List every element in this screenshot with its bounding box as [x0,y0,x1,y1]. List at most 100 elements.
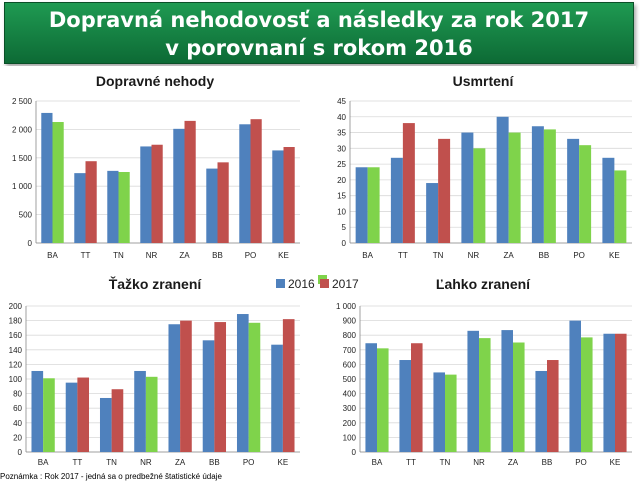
y-tick-label: 500 [343,375,357,384]
bar-za-2016 [168,324,181,452]
y-tick-label: 300 [343,404,357,413]
y-tick-label: 2 500 [12,97,33,106]
y-tick-label: 0 [352,448,357,457]
y-tick-label: 40 [337,113,346,122]
x-tick-label: BA [38,458,49,467]
bar-ba-2016 [41,112,53,243]
x-tick-label: NR [140,458,152,467]
y-tick-label: 0 [28,239,33,248]
y-tick-label: 400 [343,390,357,399]
bar-tt-2017 [77,377,90,452]
bar-tn-2016 [107,170,119,243]
x-tick-label: BA [362,251,373,260]
bar-tn-2017 [438,138,451,243]
y-tick-label: 200 [343,419,357,428]
y-tick-label: 100 [343,433,357,442]
y-tick-label: 100 [9,375,23,384]
legend-swatch-2016 [276,279,285,288]
x-tick-label: PO [243,458,255,467]
bar-nr-2016 [140,146,152,243]
bar-nr-2016 [467,330,479,452]
bar-za-2017 [508,132,521,243]
bar-ba-2017 [377,348,389,452]
y-tick-label: 1 000 [12,182,33,191]
x-tick-label: KE [278,458,289,467]
title-line-2: v porovnaní s rokom 2016 [165,36,473,60]
bar-ba-2016 [31,370,44,452]
x-tick-label: PO [245,251,257,260]
bar-po-2016 [569,320,581,452]
bar-po-2016 [239,124,251,243]
y-tick-label: 25 [337,160,346,169]
x-tick-label: ZA [175,458,186,467]
y-tick-label: 500 [19,211,33,220]
bar-tt-2017 [402,123,415,243]
x-tick-label: TN [113,251,124,260]
y-tick-label: 80 [13,390,22,399]
bar-za-2017 [513,342,525,452]
x-tick-label: KE [609,251,620,260]
bar-ke-2017 [615,333,627,452]
bar-ke-2017 [614,170,627,243]
bar-ba-2016 [355,167,368,243]
x-tick-label: TN [440,458,451,467]
y-tick-label: 120 [9,360,23,369]
title-line-1: Dopravná nehodovosť a následky za rok 20… [48,8,590,32]
bar-ke-2017 [283,147,295,243]
x-tick-label: BA [47,251,58,260]
bar-tn-2017 [111,389,124,452]
bar-tt-2017 [85,161,97,243]
y-tick-label: 10 [337,207,346,216]
chart-usmrteni: Usmrtení 0 5 10 15 20 25 30 35 40 45 BA TT TN NR ZA BB PO… [337,73,632,260]
bar-ba-2017 [52,122,64,243]
y-tick-label: 600 [343,360,357,369]
bar-tn-2017 [445,374,457,452]
x-tick-label: ZA [508,458,519,467]
y-tick-label: 2 000 [12,125,33,134]
bar-za-2017 [180,320,192,452]
bar-tn-2017 [118,172,130,243]
x-tick-label: TT [398,251,408,260]
bar-bb-2017 [217,162,229,243]
chart-title-lahko-zraneni: Ľahko zranení [436,276,531,292]
bar-nr-2017 [479,338,491,452]
x-tick-label: NR [473,458,485,467]
bar-po-2017 [250,119,262,243]
x-tick-label: PO [575,458,587,467]
y-tick-label: 800 [343,331,357,340]
y-tick-label: 20 [337,176,346,185]
x-tick-label: BB [542,458,553,467]
y-tick-label: 15 [337,192,346,201]
x-tick-label: NR [468,251,480,260]
y-tick-label: 40 [13,419,22,428]
x-tick-label: NR [146,251,158,260]
x-tick-label: BB [209,458,220,467]
y-tick-label: 160 [9,331,23,340]
bar-bb-2017 [547,360,559,452]
x-tick-label: TT [72,458,82,467]
bar-za-2016 [501,330,513,452]
chart-tazko-zraneni: Ťažko zranení 0 20 40 60 80 100 120 140 160 180 200… [9,275,300,467]
x-tick-label: KE [278,251,289,260]
bar-tn-2016 [99,397,112,452]
bar-tt-2016 [74,173,86,243]
bar-bb-2016 [535,370,547,452]
x-tick-label: ZA [179,251,190,260]
y-tick-label: 200 [9,302,23,311]
x-tick-label: ZA [504,251,515,260]
x-tick-label: PO [573,251,585,260]
y-tick-label: 20 [13,433,22,442]
x-tick-label: KE [610,458,621,467]
bar-tn-2016 [433,372,445,452]
y-tick-label: 5 [342,223,347,232]
chart-title-usmrteni: Usmrtení [453,73,515,89]
bar-po-2017 [579,145,592,243]
legend-label-2016: 2016 [288,277,315,291]
y-tick-label: 60 [13,404,22,413]
bar-ba-2016 [365,343,377,452]
y-tick-label: 180 [9,317,23,326]
bar-bb-2016 [531,126,544,243]
y-tick-label: 1 500 [12,154,33,163]
x-tick-label: TT [81,251,91,260]
